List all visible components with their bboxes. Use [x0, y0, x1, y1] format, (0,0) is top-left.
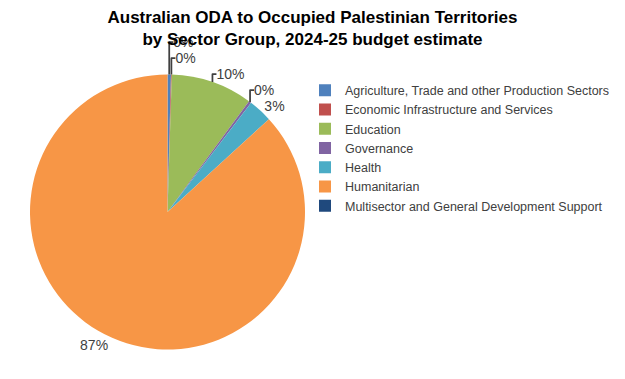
svg-text:Economic Infrastructure and Se: Economic Infrastructure and Services	[345, 103, 553, 117]
svg-text:Multisector and General Develo: Multisector and General Development Supp…	[345, 200, 603, 214]
svg-text:Governance: Governance	[345, 142, 413, 156]
svg-text:Education: Education	[345, 123, 401, 137]
svg-text:Health: Health	[345, 161, 381, 175]
svg-text:3%: 3%	[264, 98, 284, 114]
svg-text:Humanitarian: Humanitarian	[345, 180, 419, 194]
svg-text:0%: 0%	[173, 34, 193, 50]
svg-text:0%: 0%	[175, 50, 195, 66]
svg-text:87%: 87%	[80, 337, 108, 353]
svg-text:Australian ODA to Occupied Pal: Australian ODA to Occupied Palestinian T…	[108, 8, 518, 49]
svg-text:Agriculture, Trade and other P: Agriculture, Trade and other Production …	[345, 84, 609, 98]
svg-text:10%: 10%	[216, 66, 244, 82]
svg-text:0%: 0%	[254, 82, 274, 98]
